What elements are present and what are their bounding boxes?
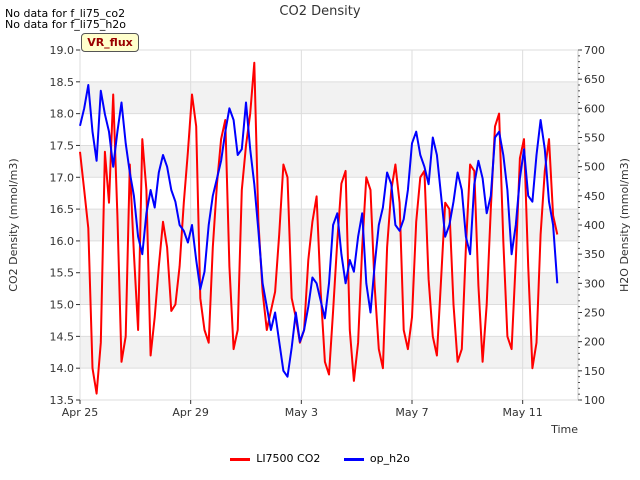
y-left-tick-label: 16.0	[50, 235, 75, 248]
y-right-tick-label: 550	[584, 132, 605, 145]
legend: LI7500 CO2 op_h2o	[0, 452, 640, 465]
y-right-tick-label: 250	[584, 307, 605, 320]
y-axis-right: 100 150 200 250 300 350 400 450 500 550 600 650 700	[578, 44, 605, 407]
y-left-tick-label: 14.5	[50, 330, 75, 343]
x-axis: Apr 25 Apr 29 May 3 May 7 May 11	[62, 400, 543, 419]
vr-flux-badge: VR_flux	[81, 33, 139, 52]
y-right-tick-label: 650	[584, 73, 605, 86]
x-axis-label: Time	[550, 423, 578, 436]
gridlines	[79, 49, 578, 401]
y-left-tick-label: 14.0	[50, 362, 75, 375]
no-data-note-h2o: No data for f_li75_h2o	[5, 18, 127, 31]
chart-title: CO2 Density	[279, 4, 360, 19]
series-line-op-h2o	[79, 84, 559, 378]
legend-label-h2o: op_h2o	[369, 452, 410, 465]
x-tick-label: May 3	[285, 406, 318, 419]
x-tick-label: Apr 25	[62, 406, 99, 419]
y-left-tick-label: 17.0	[50, 171, 75, 184]
y-left-tick-label: 19.0	[50, 44, 75, 57]
legend-item-li7500-co2: LI7500 CO2	[230, 452, 320, 465]
y-left-tick-label: 15.0	[50, 299, 75, 312]
x-tick-label: Apr 29	[172, 406, 209, 419]
y-left-tick-label: 18.5	[50, 76, 75, 89]
y-right-tick-label: 100	[584, 394, 605, 407]
no-data-note-co2: No data for f_li75_co2	[5, 7, 126, 20]
legend-swatch-h2o	[343, 457, 364, 461]
y-right-tick-label: 150	[584, 365, 605, 378]
y-axis-left: 13.5 14.0 14.5 15.0 15.5 16.0 16.5 17.0 17.5 18.0…	[50, 44, 80, 407]
y-left-tick-label: 15.5	[50, 267, 75, 280]
x-tick-label: May 7	[395, 406, 428, 419]
y-right-tick-label: 300	[584, 277, 605, 290]
y-right-tick-label: 700	[584, 44, 605, 57]
legend-item-op-h2o: op_h2o	[343, 452, 410, 465]
y-right-tick-label: 350	[584, 248, 605, 261]
series-line-li7500-co2	[79, 61, 559, 395]
y-right-tick-label: 500	[584, 161, 605, 174]
y-axis-right-label: H2O Density (mmol/m3)	[618, 158, 631, 292]
series-lines	[79, 61, 559, 395]
x-tick-label: May 11	[503, 406, 543, 419]
y-left-tick-label: 13.5	[50, 394, 75, 407]
y-right-tick-label: 400	[584, 219, 605, 232]
y-left-tick-label: 17.5	[50, 139, 75, 152]
plot-band	[80, 81, 578, 114]
y-left-tick-label: 18.0	[50, 108, 75, 121]
legend-label-co2: LI7500 CO2	[256, 452, 321, 465]
y-right-tick-label: 450	[584, 190, 605, 203]
y-right-tick-label: 200	[584, 336, 605, 349]
y-left-tick-label: 16.5	[50, 203, 75, 216]
legend-swatch-co2	[230, 457, 251, 461]
y-right-tick-label: 600	[584, 102, 605, 115]
y-axis-left-label: CO2 Density (mmol/m3)	[7, 158, 20, 291]
